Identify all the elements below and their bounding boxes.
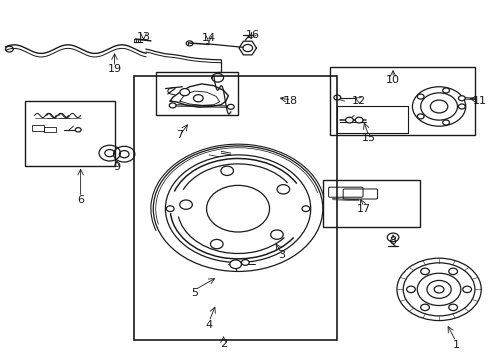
Text: 17: 17 [356,204,370,214]
Text: 5: 5 [191,288,198,298]
Circle shape [229,260,241,269]
Circle shape [458,104,464,109]
Bar [329,67,474,135]
Circle shape [442,88,448,93]
Circle shape [180,200,192,209]
Text: 7: 7 [176,130,183,140]
Bar [32,126,44,131]
Circle shape [333,95,340,100]
Circle shape [270,230,283,239]
Bar [44,127,56,132]
Bar [134,76,337,339]
Circle shape [75,128,81,132]
Bar [155,72,238,116]
Circle shape [386,233,398,242]
Circle shape [169,103,176,108]
Text: 13: 13 [136,32,150,41]
Text: 3: 3 [278,250,285,260]
Circle shape [420,268,428,275]
Circle shape [166,206,174,212]
Text: 1: 1 [451,340,459,350]
Circle shape [416,114,423,119]
Bar [337,107,407,134]
Text: 11: 11 [472,96,486,106]
Circle shape [221,166,233,175]
Text: 19: 19 [107,64,122,74]
Circle shape [420,304,428,311]
Circle shape [193,95,203,102]
Text: 18: 18 [284,96,298,106]
Text: 14: 14 [202,33,216,43]
Text: 15: 15 [361,133,375,143]
Circle shape [277,185,289,194]
Circle shape [355,117,362,123]
Circle shape [302,206,309,212]
Text: 10: 10 [385,75,399,85]
Circle shape [345,117,353,123]
Text: 6: 6 [77,195,84,205]
Text: 12: 12 [351,96,366,106]
Circle shape [227,104,234,109]
Circle shape [448,304,457,311]
Circle shape [426,280,450,298]
Text: 16: 16 [245,30,259,40]
Bar [25,101,114,166]
Text: 8: 8 [389,236,396,246]
Circle shape [462,286,470,293]
Text: 2: 2 [220,339,226,349]
Circle shape [458,96,464,101]
Circle shape [210,239,223,249]
Circle shape [416,94,423,99]
Circle shape [448,268,457,275]
Circle shape [442,120,448,125]
Circle shape [180,89,189,96]
Circle shape [241,260,249,265]
Circle shape [406,286,414,293]
Bar [322,180,419,226]
Text: 9: 9 [113,162,120,172]
Text: 4: 4 [205,320,212,330]
Circle shape [416,273,460,306]
